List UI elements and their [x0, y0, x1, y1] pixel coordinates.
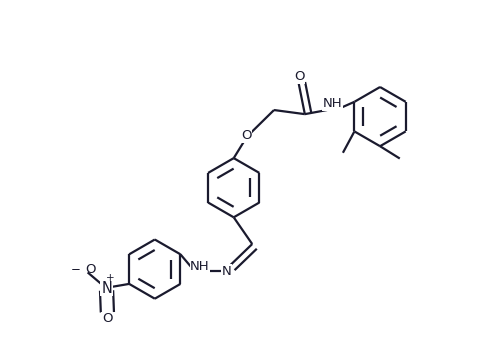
- Text: −: −: [71, 262, 81, 276]
- Text: O: O: [241, 129, 251, 142]
- Text: O: O: [102, 312, 113, 325]
- Text: +: +: [106, 273, 115, 283]
- Text: N: N: [101, 280, 112, 295]
- Text: O: O: [85, 262, 96, 276]
- Text: NH: NH: [323, 97, 343, 110]
- Text: NH: NH: [190, 260, 210, 273]
- Text: O: O: [294, 70, 305, 83]
- Text: N: N: [222, 265, 232, 278]
